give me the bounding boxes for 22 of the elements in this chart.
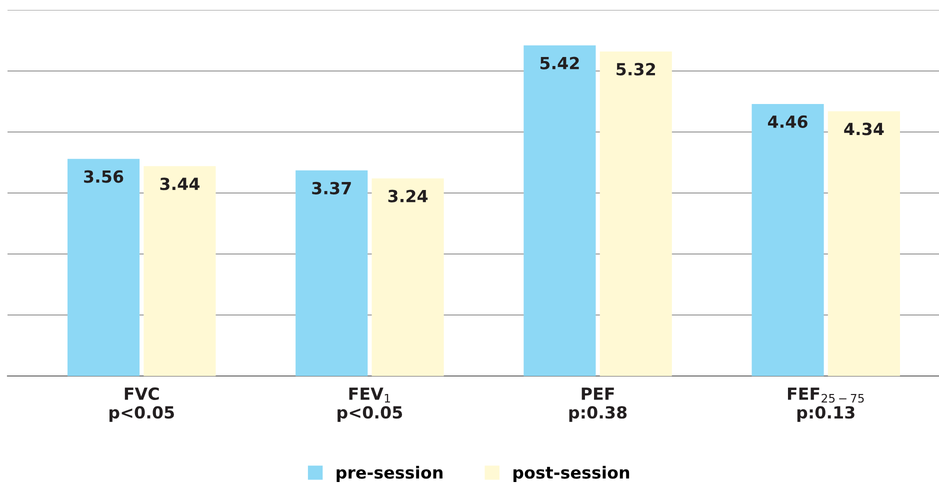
bar <box>296 170 368 376</box>
data-label: 5.42 <box>540 56 579 70</box>
x-tick-label: FEF$_{25−75}$ p:0.13 <box>788 388 864 422</box>
bar <box>600 51 672 376</box>
bar <box>752 104 824 376</box>
bar <box>828 111 900 376</box>
data-label: 4.34 <box>844 122 884 136</box>
x-tick-label: FEV$_{1}$ p<0.05 <box>338 388 402 422</box>
bar <box>144 166 216 376</box>
x-tick-label: PEF p:0.38 <box>569 388 627 422</box>
bar <box>372 178 444 376</box>
data-label: 4.46 <box>768 115 808 128</box>
data-label: 3.44 <box>160 178 200 190</box>
legend-label: pre-session <box>336 466 442 482</box>
bar <box>68 158 140 376</box>
data-label: 3.37 <box>312 182 351 194</box>
x-tick-label: FVC p<0.05 <box>110 387 174 422</box>
data-label: 3.56 <box>84 170 124 183</box>
legend-label: post-session <box>513 466 630 482</box>
data-label: 5.32 <box>616 62 655 76</box>
bar <box>524 45 596 376</box>
data-label: 3.24 <box>388 190 428 202</box>
